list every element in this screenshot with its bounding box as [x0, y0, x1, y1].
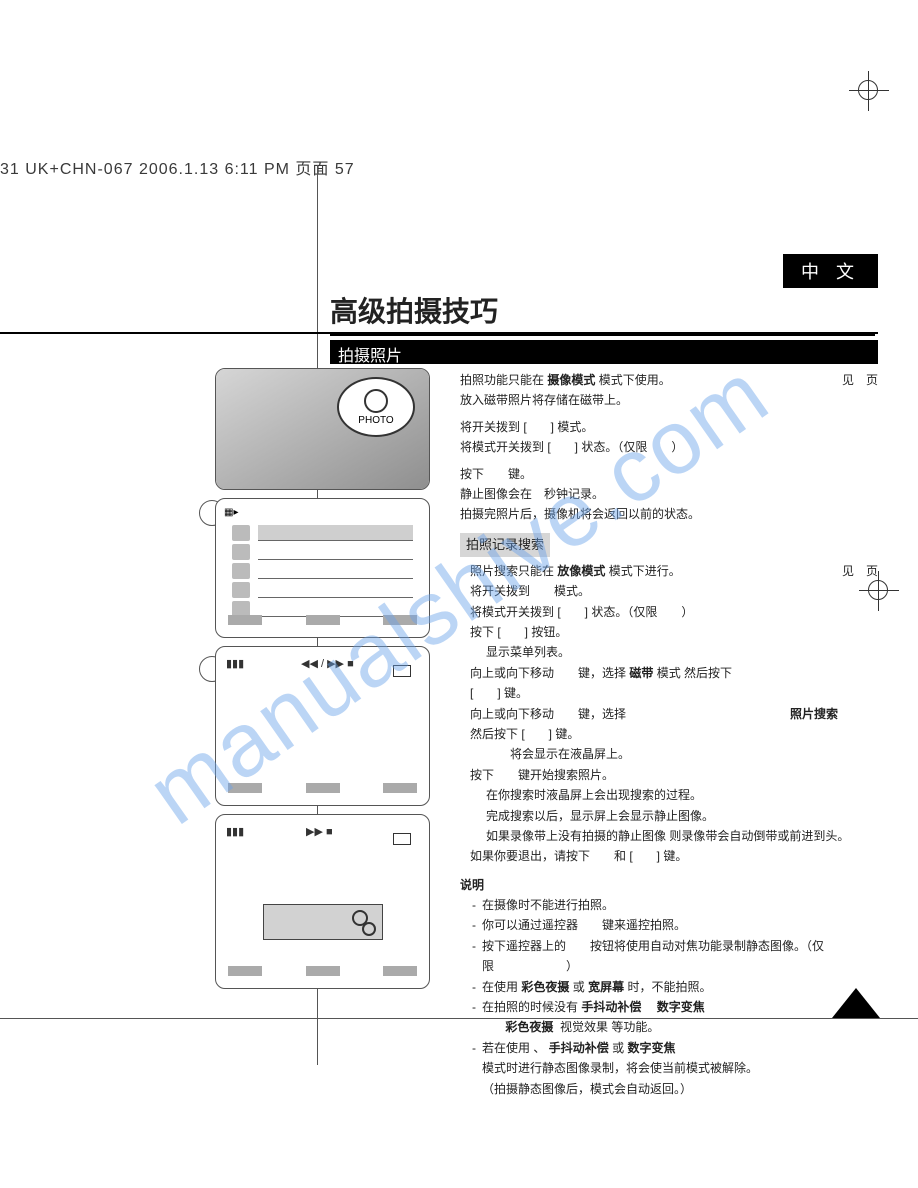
text: 将开关拨到 模式。 — [470, 581, 878, 601]
note-item: 你可以通过遥控器 键来遥控拍照。 — [472, 915, 878, 935]
tape-icon — [393, 665, 411, 677]
notes-heading: 说明 — [460, 875, 878, 895]
text: 拍照功能只能在 — [460, 373, 544, 387]
illustration-camera: PHOTO — [215, 368, 430, 490]
note-item: 在摄像时不能进行拍照。 — [472, 895, 878, 915]
note-item: 若在使用 、 手抖动补偿 或 数字变焦 模式时进行静态图像录制，将会使当前模式被… — [472, 1038, 878, 1079]
crop-mark-icon — [858, 80, 878, 100]
text-bold: 磁带 — [629, 666, 653, 680]
illustration-menu-screen: ▦▸ — [215, 498, 430, 638]
page-corner-triangle-icon — [832, 988, 880, 1018]
text: 然后按下 [ ] 键。 — [470, 724, 878, 744]
illustration-transport-screen: ▮▮▮ ◀◀ / ▶▶ ■ — [215, 646, 430, 806]
photo-button-callout: PHOTO — [337, 377, 415, 437]
photo-search-indicator — [263, 904, 383, 940]
text: 拍摄完照片后，摄像机将会返回以前的状态。 — [460, 504, 878, 524]
text: 模式下使用。 — [599, 373, 671, 387]
text: [ ] 键。 — [470, 683, 878, 703]
page-ref: 见 页 — [842, 370, 878, 390]
sub-heading: 拍照记录搜索 — [460, 533, 550, 557]
person-search-icon — [350, 910, 374, 934]
text: 向上或向下移动 键，选择 — [470, 666, 626, 680]
text: 将模式开关拨到 [ ] 状态。（仅限 ） — [470, 602, 878, 622]
page-title: 高级拍摄技巧 — [330, 290, 875, 336]
play-stop-icons: ▶▶ ■ — [306, 825, 333, 838]
text: 如果录像带上没有拍摄的静止图像 则录像带会自动倒带或前进到头。 — [470, 826, 878, 846]
text: 完成搜索以后，显示屏上会显示静止图像。 — [470, 806, 878, 826]
text: 将模式开关拨到 [ ] 状态。（仅限 ） — [460, 437, 878, 457]
text: 按下 [ ] 按钮。 — [470, 622, 878, 642]
text: 放入磁带照片将存储在磁带上。 — [460, 390, 878, 410]
language-badge: 中 文 — [783, 254, 878, 288]
title-rule — [0, 332, 878, 334]
text: （拍摄静态图像后，模式会自动返回。） — [460, 1079, 878, 1099]
text: 显示菜单列表。 — [470, 642, 878, 662]
note-item: 在使用 彩色夜摄 或 宽屏幕 时，不能拍照。 — [472, 977, 878, 997]
photo-button-label: PHOTO — [358, 415, 393, 426]
text: 按下 键开始搜索照片。 — [470, 765, 878, 785]
transport-icons: ◀◀ / ▶▶ ■ — [301, 657, 354, 670]
illustration-search-screen: ▮▮▮ ▶▶ ■ — [215, 814, 430, 989]
text: 向上或向下移动 键，选择 — [470, 707, 626, 721]
note-item: 在拍照的时候没有 手抖动补偿 数字变焦 彩色夜摄 视觉效果 等功能。 — [472, 997, 878, 1038]
cam-mode-icon: ▦▸ — [224, 507, 421, 518]
illustration-column: PHOTO ▦▸ ▮▮▮ ◀◀ / ▶▶ ■ ▮▮▮ ▶▶ ■ — [215, 368, 440, 997]
text: 如果你要退出，请按下 和 [ ] 键。 — [470, 846, 878, 866]
text: 模式下进行。 — [609, 564, 681, 578]
page-ref: 见 页 — [842, 561, 878, 581]
text-bold: 照片搜索 — [790, 704, 838, 724]
section-heading: 拍摄照片 — [330, 340, 878, 364]
note-item: 按下遥控器上的 按钮将使用自动对焦功能录制静态图像。（仅限 ） — [472, 936, 878, 977]
tape-icon — [393, 833, 411, 845]
text-bold: 摄像模式 — [547, 373, 595, 387]
text: 按下 键。 — [460, 464, 878, 484]
instruction-text: 拍照功能只能在 摄像模式 模式下使用。 见 页 放入磁带照片将存储在磁带上。 将… — [460, 370, 878, 1099]
text: 在你搜索时液晶屏上会出现搜索的过程。 — [470, 785, 878, 805]
text: 将开关拨到 [ ] 模式。 — [460, 417, 878, 437]
text: 模式 然后按下 — [657, 666, 732, 680]
print-header: 31 UK+CHN-067 2006.1.13 6:11 PM 页面 57 — [0, 155, 355, 179]
text: 将会显示在液晶屏上。 — [470, 744, 878, 764]
text-bold: 放像模式 — [557, 564, 605, 578]
text: 静止图像会在 秒钟记录。 — [460, 484, 878, 504]
text: 照片搜索只能在 — [470, 564, 554, 578]
